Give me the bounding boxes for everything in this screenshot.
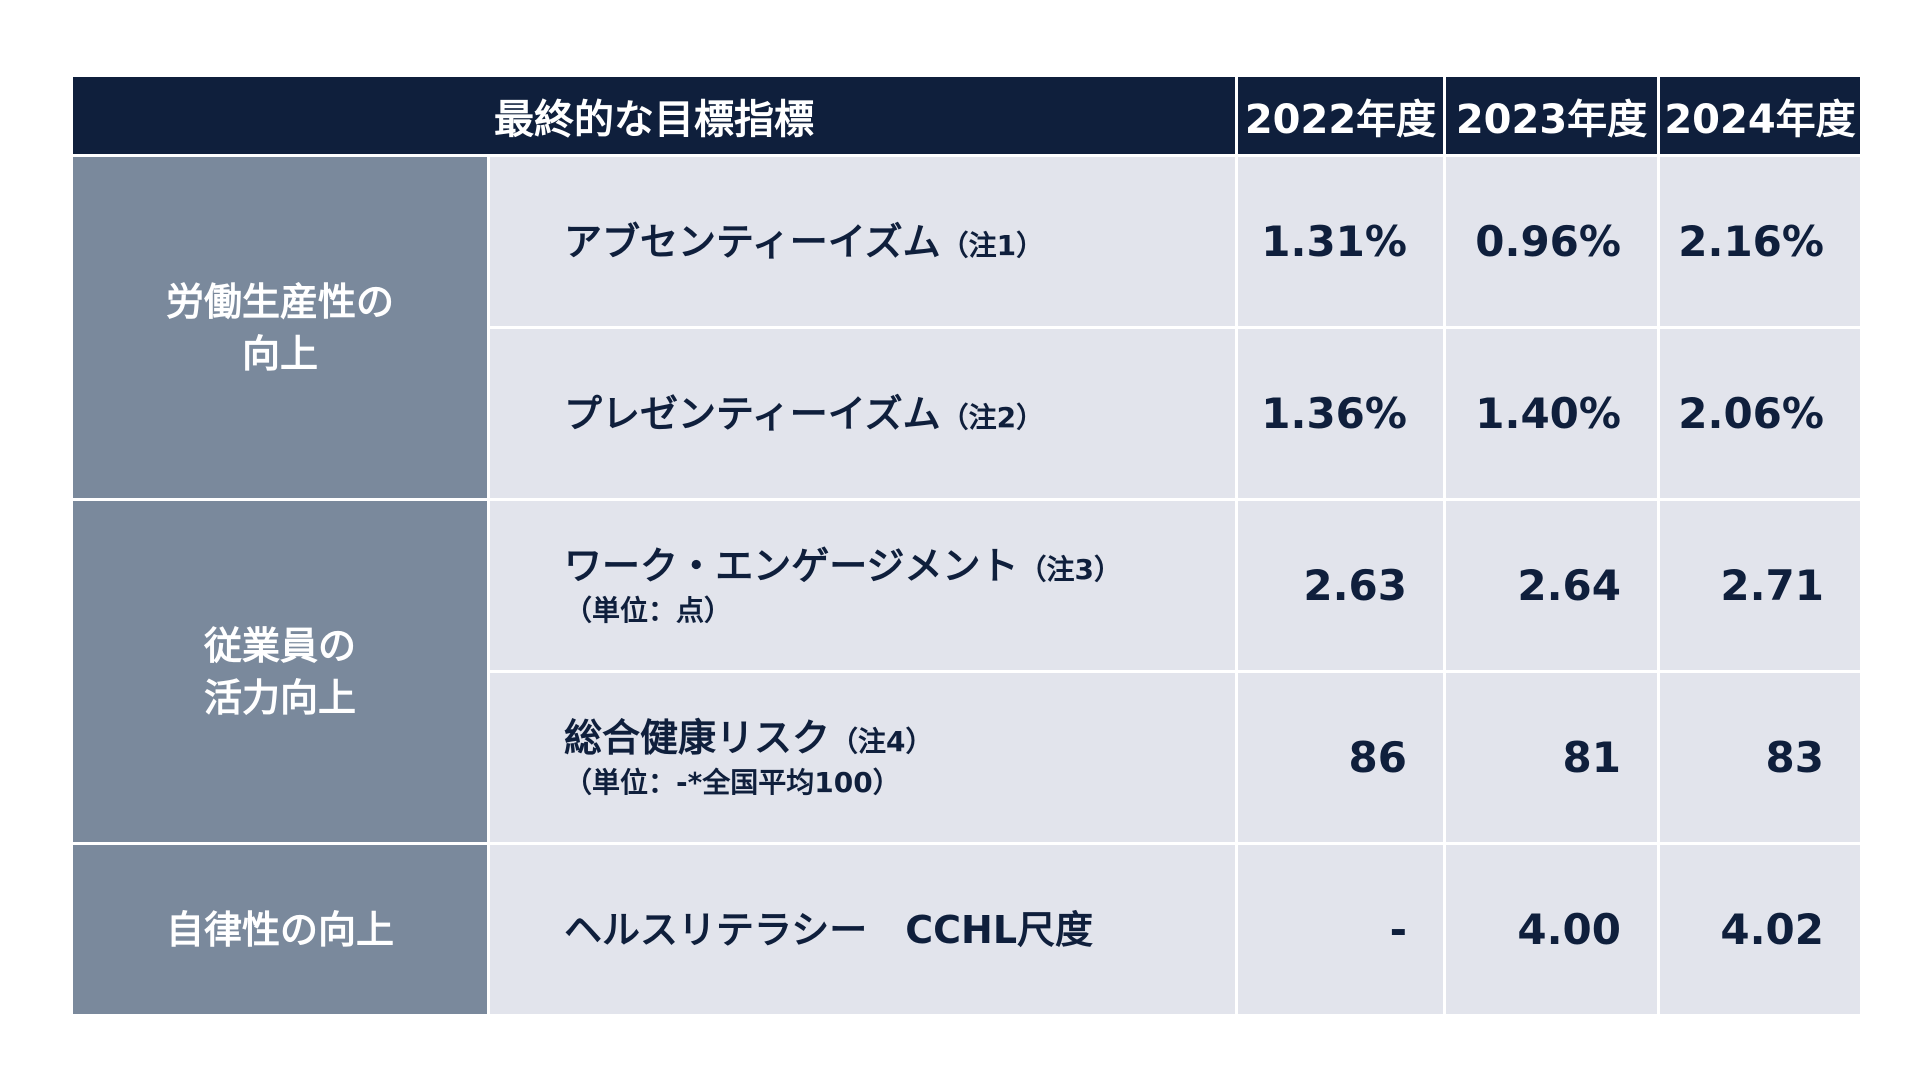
indicator-absenteeism: アブセンティーイズム（注1） [487, 154, 1238, 329]
indicator-note: （注2） [940, 400, 1045, 434]
indicator-note: （注1） [940, 228, 1045, 262]
table-row: 自律性の向上 ヘルスリテラシー CCHL尺度 - 4.00 4.02 [70, 842, 1863, 1017]
value-cell: 81 [1443, 670, 1660, 845]
header-row: 最終的な目標指標 2022年度 2023年度 2024年度 [70, 74, 1863, 157]
category-line: 労働生産性の [165, 279, 394, 324]
value-cell: 1.36% [1235, 326, 1446, 501]
indicator-name: プレゼンティーイズム [564, 391, 941, 436]
indicator-name: 総合健康リスク [564, 715, 831, 760]
category-line: 活力向上 [203, 675, 356, 720]
indicator-note: （注3） [1018, 552, 1122, 586]
indicator-unit: （単位：点） [564, 593, 733, 627]
value-cell: - [1235, 842, 1446, 1017]
header-year-2024: 2024年度 [1657, 74, 1863, 157]
header-year-2022: 2022年度 [1235, 74, 1446, 157]
value-cell: 83 [1657, 670, 1863, 845]
table-row: プレゼンティーイズム（注2） 1.36% 1.40% 2.06% [72, 326, 1863, 501]
header-year-2023: 2023年度 [1443, 74, 1660, 157]
indicator-health-literacy: ヘルスリテラシー CCHL尺度 [487, 842, 1238, 1017]
indicator-work-engagement: ワーク・エンゲージメント（注3） （単位：点） [487, 498, 1238, 673]
health-metrics-table: 最終的な目標指標 2022年度 2023年度 2024年度 労働生産性の 向上 … [70, 74, 1863, 1017]
table-row: 総合健康リスク（注4） （単位：-*全国平均100） 86 81 83 [72, 670, 1863, 845]
category-line: 向上 [241, 331, 318, 376]
value-cell: 0.96% [1443, 154, 1660, 329]
indicator-health-risk: 総合健康リスク（注4） （単位：-*全国平均100） [487, 670, 1238, 845]
table-row: 労働生産性の 向上 アブセンティーイズム（注1） 1.31% 0.96% 2.1… [70, 154, 1863, 501]
header-metric-label: 最終的な目標指標 [70, 74, 1238, 157]
value-cell: 4.02 [1657, 842, 1863, 1017]
indicator-name: アブセンティーイズム [564, 219, 941, 264]
category-line: 自律性の向上 [165, 907, 394, 952]
value-cell: 2.63 [1235, 498, 1446, 673]
value-cell: 2.06% [1657, 326, 1863, 501]
value-cell: 2.16% [1657, 154, 1863, 329]
value-cell: 2.71 [1657, 498, 1863, 673]
value-cell: 2.64 [1443, 498, 1660, 673]
value-cell: 86 [1235, 670, 1446, 845]
indicator-presenteeism: プレゼンティーイズム（注2） [487, 326, 1238, 501]
value-cell: 1.31% [1235, 154, 1446, 329]
category-autonomy: 自律性の向上 [70, 842, 490, 1017]
indicator-name: ワーク・エンゲージメント [564, 543, 1019, 588]
table-row: 従業員の 活力向上 ワーク・エンゲージメント（注3） （単位：点） 2.63 2… [70, 498, 1863, 845]
category-labor-productivity: 労働生産性の 向上 [70, 154, 490, 501]
value-cell: 4.00 [1443, 842, 1660, 1017]
indicator-note: （注4） [830, 724, 934, 758]
value-cell: 1.40% [1443, 326, 1660, 501]
indicator-name: ヘルスリテラシー CCHL尺度 [564, 907, 1094, 952]
category-employee-vitality: 従業員の 活力向上 [70, 498, 490, 845]
indicator-unit: （単位：-*全国平均100） [564, 765, 901, 799]
category-line: 従業員の [203, 623, 356, 668]
